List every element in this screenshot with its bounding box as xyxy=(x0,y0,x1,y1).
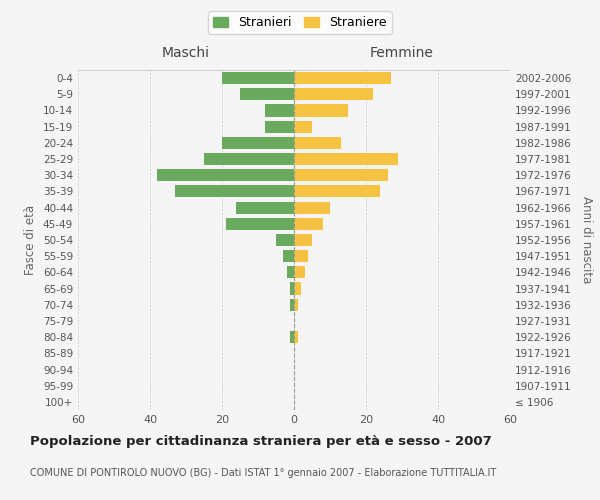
Bar xyxy=(290,298,294,311)
Bar xyxy=(240,88,294,101)
Bar xyxy=(294,202,330,213)
Bar xyxy=(276,234,294,246)
Legend: Stranieri, Straniere: Stranieri, Straniere xyxy=(208,11,392,34)
Bar xyxy=(294,88,373,101)
Bar xyxy=(294,169,388,181)
Bar xyxy=(157,169,294,181)
Bar xyxy=(294,104,348,117)
Y-axis label: Anni di nascita: Anni di nascita xyxy=(580,196,593,284)
Text: COMUNE DI PONTIROLO NUOVO (BG) - Dati ISTAT 1° gennaio 2007 - Elaborazione TUTTI: COMUNE DI PONTIROLO NUOVO (BG) - Dati IS… xyxy=(30,468,496,477)
Bar xyxy=(294,282,301,294)
Bar xyxy=(294,298,298,311)
Bar xyxy=(222,137,294,149)
Bar xyxy=(294,137,341,149)
Bar xyxy=(287,266,294,278)
Bar xyxy=(265,104,294,117)
Y-axis label: Fasce di età: Fasce di età xyxy=(25,205,37,275)
Bar xyxy=(222,72,294,84)
Bar xyxy=(294,250,308,262)
Bar xyxy=(294,72,391,84)
Bar xyxy=(294,266,305,278)
Bar xyxy=(265,120,294,132)
Bar xyxy=(294,186,380,198)
Text: Popolazione per cittadinanza straniera per età e sesso - 2007: Popolazione per cittadinanza straniera p… xyxy=(30,435,492,448)
Bar xyxy=(294,234,312,246)
Bar xyxy=(294,153,398,165)
Bar xyxy=(204,153,294,165)
Bar xyxy=(294,331,298,343)
Text: Femmine: Femmine xyxy=(370,46,434,60)
Bar xyxy=(294,120,312,132)
Bar xyxy=(226,218,294,230)
Bar xyxy=(290,282,294,294)
Bar xyxy=(175,186,294,198)
Bar xyxy=(283,250,294,262)
Bar xyxy=(294,218,323,230)
Bar xyxy=(236,202,294,213)
Bar xyxy=(290,331,294,343)
Text: Maschi: Maschi xyxy=(162,46,210,60)
